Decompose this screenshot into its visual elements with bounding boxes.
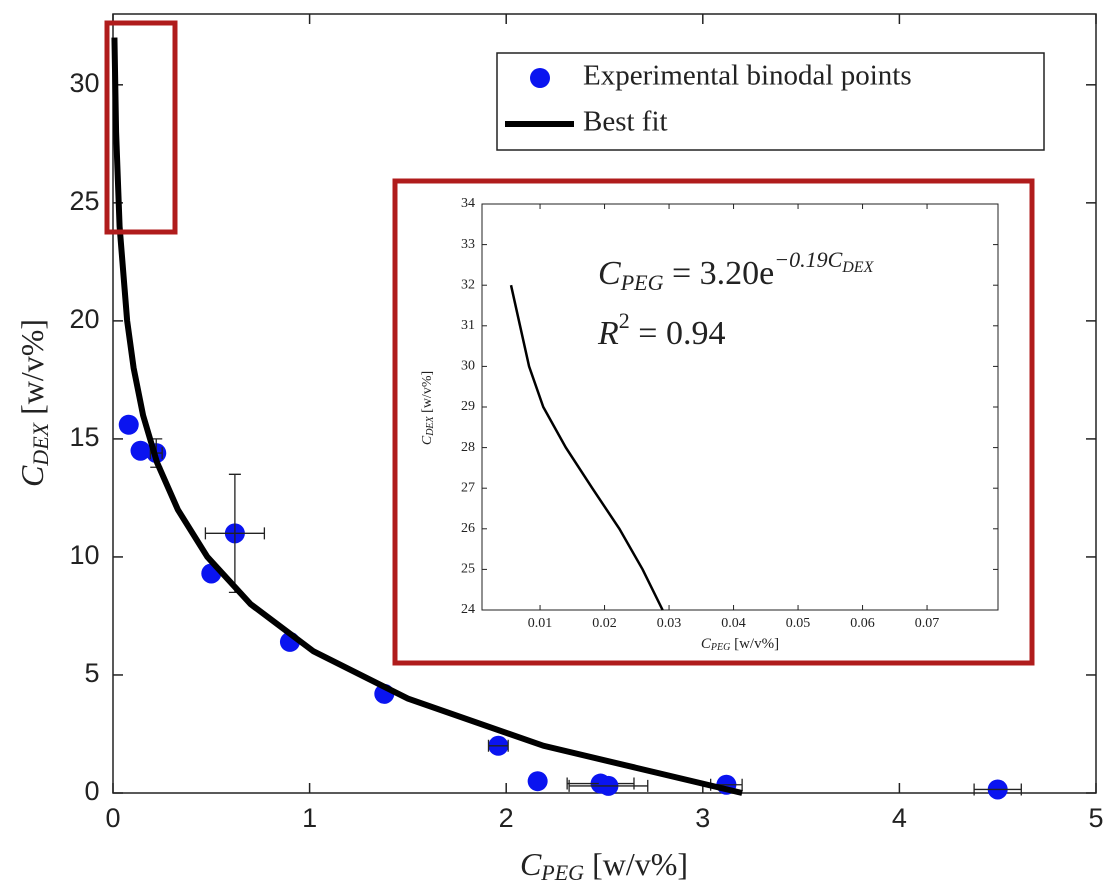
y-tick-label: 30 <box>461 359 475 374</box>
x-tick-label: 0.02 <box>592 616 617 631</box>
x-tick-label: 0.07 <box>915 616 940 631</box>
x-tick-label: 4 <box>892 803 907 833</box>
y-tick-label: 25 <box>69 186 99 216</box>
y-tick-label: 34 <box>461 196 475 211</box>
x-tick-label: 3 <box>695 803 710 833</box>
x-tick-label: 2 <box>499 803 514 833</box>
x-error-bar <box>568 779 649 792</box>
x-error-bar <box>487 739 509 752</box>
y-tick-label: 29 <box>461 399 475 414</box>
x-tick-label: 5 <box>1088 803 1103 833</box>
x-tick-label: 0.03 <box>657 616 682 631</box>
x-tick-label: 0.06 <box>850 616 875 631</box>
inset-y-axis-label: CDEX [w/v%] <box>420 371 436 445</box>
legend <box>496 52 1045 151</box>
legend-marker <box>530 68 550 88</box>
x-tick-label: 0 <box>105 803 120 833</box>
data-point <box>130 440 151 461</box>
legend-label: Best fit <box>583 106 668 138</box>
y-tick-label: 20 <box>69 304 99 334</box>
y-tick-label: 27 <box>461 480 475 495</box>
y-tick-label: 26 <box>461 521 475 536</box>
y-tick-label: 5 <box>84 658 99 688</box>
y-tick-label: 32 <box>461 277 475 292</box>
legend-entries: Experimental binodal points Best fit <box>505 60 912 138</box>
y-tick-label: 30 <box>69 68 99 98</box>
fit-line <box>111 37 743 796</box>
x-tick-label: 0.01 <box>528 616 553 631</box>
x-tick-label: 1 <box>302 803 317 833</box>
y-axis-label: CDEX [w/v%] <box>14 319 53 487</box>
fit-line <box>509 284 664 611</box>
data-point <box>118 414 139 435</box>
y-tick-label: 28 <box>461 440 475 455</box>
legend-label: Experimental binodal points <box>583 60 912 92</box>
y-tick-label: 24 <box>461 602 475 617</box>
y-tick-label: 10 <box>69 540 99 570</box>
fit-equation: CPEG = 3.20e−0.19CDEX <box>598 247 875 295</box>
r-squared: R2 = 0.94 <box>597 308 725 352</box>
y-tick-label: 33 <box>461 237 475 252</box>
y-tick-label: 0 <box>84 776 99 806</box>
y-tick-label: 25 <box>461 562 475 577</box>
inset-x-axis-label: CPEG [w/v%] <box>701 636 779 653</box>
x-tick-label: 0.05 <box>786 616 811 631</box>
highlight-box <box>104 20 178 235</box>
x-error-bar <box>973 783 1022 796</box>
x-axis-label: CPEG [w/v%] <box>520 846 688 885</box>
y-tick-label: 15 <box>69 422 99 452</box>
y-tick-label: 31 <box>461 318 475 333</box>
data-point <box>527 771 548 792</box>
x-tick-label: 0.04 <box>721 616 746 631</box>
inset-plot: 0.01 0.02 0.03 0.04 0.05 0.06 0.07 24 25 26 27 28 29… <box>461 196 999 631</box>
